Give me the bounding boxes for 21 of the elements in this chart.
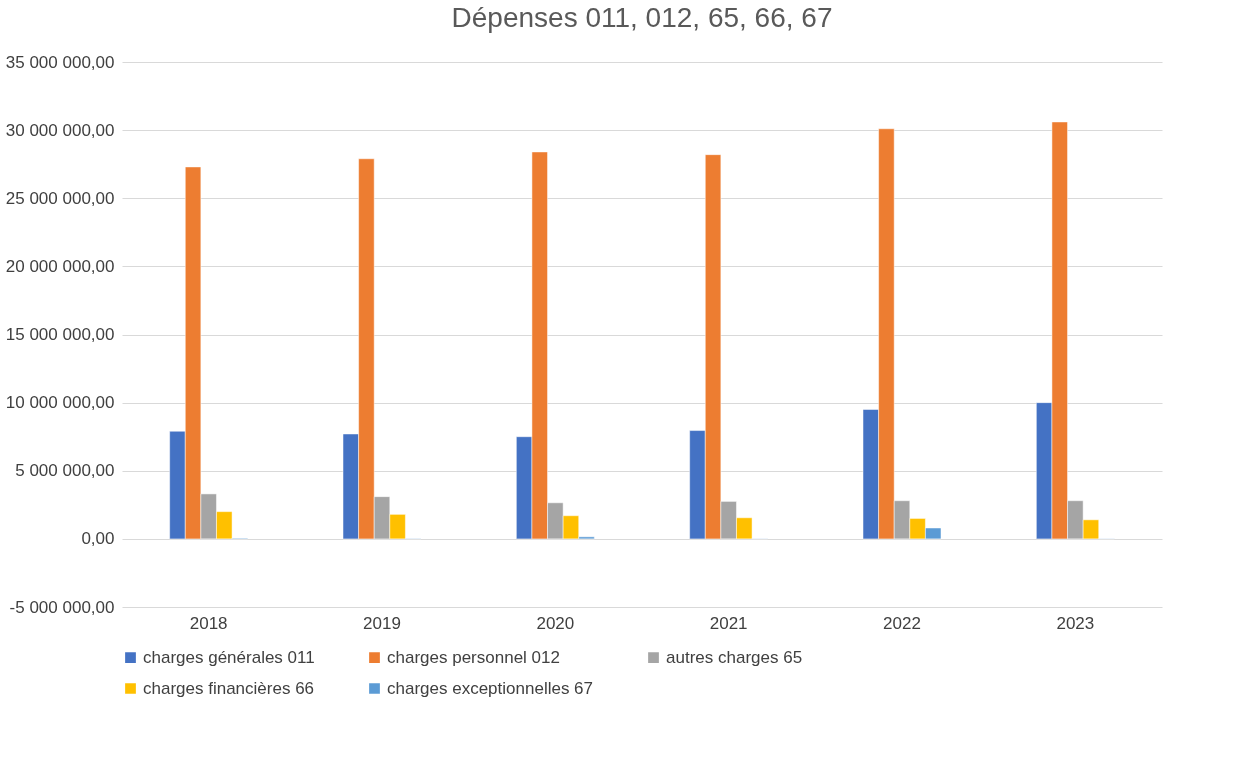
y-tick-label: 35 000 000,00 xyxy=(5,52,115,72)
y-tick-label: 10 000 000,00 xyxy=(5,393,115,413)
legend-label: autres charges 65 xyxy=(666,647,803,667)
x-tick-label: 2023 xyxy=(1056,613,1095,633)
y-tick-label: 25 000 000,00 xyxy=(5,188,115,208)
x-tick-label: 2020 xyxy=(536,613,575,633)
legend-label: charges générales 011 xyxy=(143,647,315,667)
legend-label: charges exceptionnelles 67 xyxy=(387,678,594,698)
y-tick-label: 5 000 000,00 xyxy=(15,461,115,481)
y-tick-label: 30 000 000,00 xyxy=(5,120,115,140)
y-tick-label: 15 000 000,00 xyxy=(5,325,115,344)
x-tick-label: 2022 xyxy=(883,613,921,633)
legend-label: charges financières 66 xyxy=(143,678,315,698)
y-tick-label: -5 000 000,00 xyxy=(9,597,115,617)
x-tick-label: 2018 xyxy=(189,613,228,633)
y-tick-label: 0,00 xyxy=(81,529,115,549)
x-tick-label: 2021 xyxy=(709,613,748,633)
y-tick-label: 20 000 000,00 xyxy=(5,256,115,276)
x-tick-label: 2019 xyxy=(363,613,401,633)
chart-title: Dépenses 011, 012, 65, 66, 67 xyxy=(451,2,833,33)
legend-label: charges personnel 012 xyxy=(387,647,560,667)
